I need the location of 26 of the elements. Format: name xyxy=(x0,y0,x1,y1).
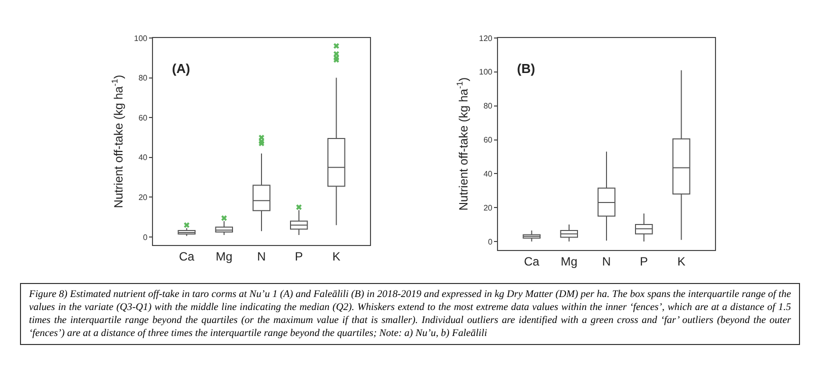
annotation: (A) xyxy=(172,61,190,76)
annotation: (B) xyxy=(517,61,536,76)
x-tick-label: N xyxy=(257,249,266,264)
y-tick-label: 20 xyxy=(138,193,148,202)
x-tick-label: Ca xyxy=(179,249,195,264)
caption: Figure 8) Estimated nutrient off-take in taro corms at Nu’u 1 (A) and Faleālili (B) in 2018-2019 and expressed in kg Dry Matter (DM) per ha. The box spans the interquartile range of the values in the variate (Q3-Q1) with the middle line indicating the median (Q2). Whiskers extend to the most extreme data values within the inner ‘fences’, which are at a distance of 1.5 times the interquartile range beyond the quartiles (or the maximum value if that is smaller). Individual outliers are identified with a green cross and ‘far’ outliers (beyond the outer ‘fences’) are at a distance of three times the interquartile range beyond the quartiles; Note: a) Nu’u, b) Faleālili xyxy=(29,288,791,340)
y-tick-label: 40 xyxy=(138,153,148,162)
y-tick-label: 80 xyxy=(483,102,493,111)
y-tick-label: 100 xyxy=(134,34,148,43)
x-tick-label: K xyxy=(332,249,340,264)
y-tick-label: 40 xyxy=(483,169,493,178)
y-tick-label: 0 xyxy=(488,237,493,246)
y-tick-label: 60 xyxy=(483,136,493,145)
x-tick-label: Ca xyxy=(524,254,540,268)
y-tick-label: 80 xyxy=(138,74,148,83)
x-tick-label: Mg xyxy=(560,254,578,268)
x-tick-label: Mg xyxy=(216,249,232,264)
y-tick-label: 60 xyxy=(138,113,148,122)
y-tick-label: 120 xyxy=(479,34,493,43)
y-tick-label: 0 xyxy=(142,232,148,242)
x-tick-label: K xyxy=(677,254,686,268)
x-tick-label: N xyxy=(602,254,611,268)
x-tick-label: P xyxy=(294,249,303,264)
x-tick-label: P xyxy=(640,254,648,268)
y-tick-label: 100 xyxy=(479,68,493,77)
y-tick-label: 20 xyxy=(483,203,493,212)
